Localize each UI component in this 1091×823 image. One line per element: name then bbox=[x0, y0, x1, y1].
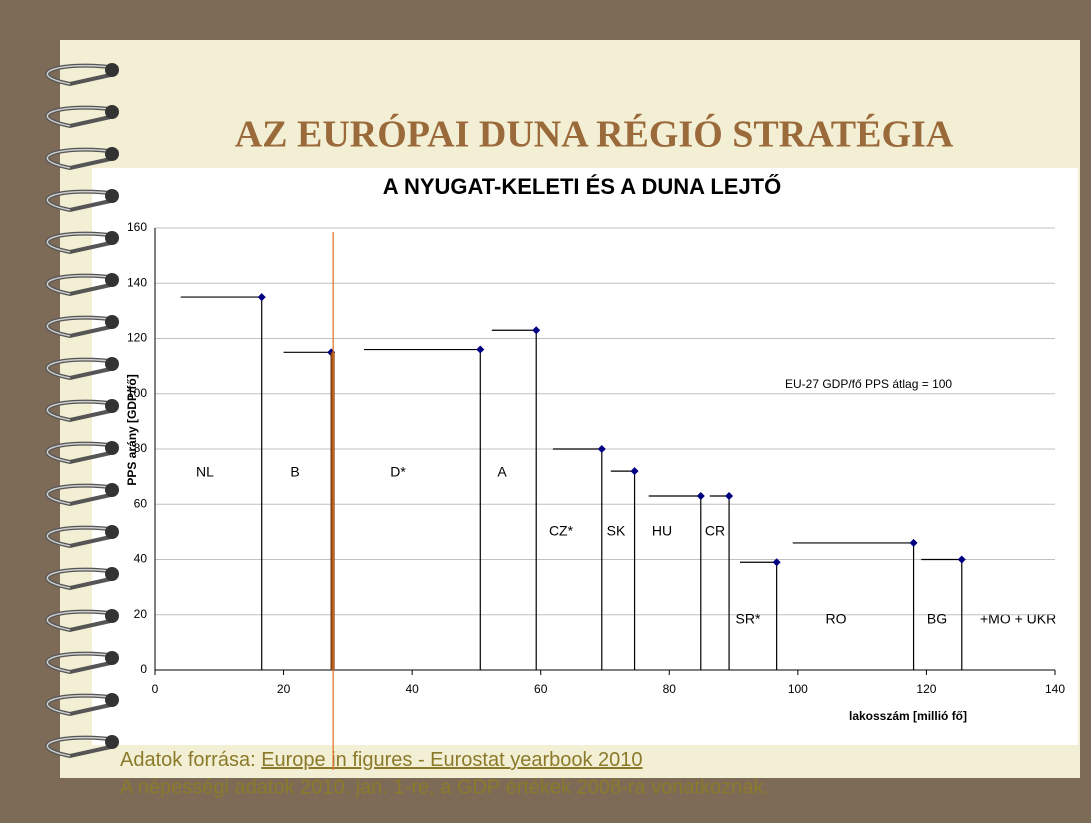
chart-panel bbox=[92, 168, 1078, 745]
region-label: NL bbox=[196, 464, 214, 480]
spiral-hole bbox=[105, 63, 119, 77]
y-tick-label: 100 bbox=[127, 386, 147, 400]
spiral-hole bbox=[105, 525, 119, 539]
region-label: +MO + UKR bbox=[980, 611, 1056, 627]
x-tick-label: 20 bbox=[277, 682, 291, 696]
spiral-hole bbox=[105, 189, 119, 203]
region-label: SK bbox=[607, 523, 626, 539]
y-tick-label: 20 bbox=[134, 607, 148, 621]
x-tick-label: 0 bbox=[152, 682, 159, 696]
spiral-hole bbox=[105, 567, 119, 581]
chart-title: A NYUGAT-KELETI ÉS A DUNA LEJTŐ bbox=[383, 174, 781, 199]
spiral-hole bbox=[105, 315, 119, 329]
y-tick-label: 120 bbox=[127, 331, 147, 345]
x-tick-label: 140 bbox=[1045, 682, 1065, 696]
region-label: A bbox=[497, 464, 507, 480]
source-prefix: Adatok forrása: bbox=[120, 749, 261, 771]
region-label: RO bbox=[826, 611, 847, 627]
spiral-hole bbox=[105, 231, 119, 245]
x-tick-label: 60 bbox=[534, 682, 548, 696]
spiral-hole bbox=[105, 609, 119, 623]
spiral-hole bbox=[105, 693, 119, 707]
spiral-hole bbox=[105, 735, 119, 749]
spiral-hole bbox=[105, 357, 119, 371]
x-tick-label: 40 bbox=[405, 682, 419, 696]
spiral-hole bbox=[105, 147, 119, 161]
y-tick-label: 140 bbox=[127, 275, 147, 289]
annotation: EU-27 GDP/fő PPS átlag = 100 bbox=[785, 377, 952, 391]
page: {"slide_title": "AZ EURÓPAI DUNA RÉGIÓ S… bbox=[0, 0, 1091, 823]
region-label: CR bbox=[705, 523, 725, 539]
region-label: SR* bbox=[736, 611, 761, 627]
y-tick-label: 80 bbox=[134, 441, 148, 455]
x-axis-label: lakosszám [millió fő] bbox=[849, 709, 967, 723]
spiral-hole bbox=[105, 399, 119, 413]
footer-source: Adatok forrása: Europe in figures - Euro… bbox=[120, 749, 643, 771]
y-tick-label: 160 bbox=[127, 220, 147, 234]
region-label: CZ* bbox=[549, 523, 574, 539]
region-label: D* bbox=[390, 464, 406, 480]
y-tick-label: 60 bbox=[134, 496, 148, 510]
spiral-hole bbox=[105, 441, 119, 455]
source-link[interactable]: Europe in figures - Eurostat yearbook 20… bbox=[261, 749, 642, 771]
x-tick-label: 80 bbox=[663, 682, 677, 696]
spiral-hole bbox=[105, 273, 119, 287]
spiral-hole bbox=[105, 105, 119, 119]
y-tick-label: 40 bbox=[134, 552, 148, 566]
region-label: HU bbox=[652, 523, 672, 539]
slide-title: AZ EURÓPAI DUNA RÉGIÓ STRATÉGIA bbox=[235, 114, 954, 156]
spiral-hole bbox=[105, 483, 119, 497]
y-tick-label: 0 bbox=[140, 662, 147, 676]
x-tick-label: 100 bbox=[788, 682, 808, 696]
spiral-hole bbox=[105, 651, 119, 665]
region-label: B bbox=[290, 464, 299, 480]
region-label: BG bbox=[927, 611, 947, 627]
footer-note: A népességi adatok 2010. jan. 1-re, a GD… bbox=[120, 776, 769, 798]
x-tick-label: 120 bbox=[916, 682, 936, 696]
slide: AZ EURÓPAI DUNA RÉGIÓ STRATÉGIA A NYUGAT… bbox=[0, 0, 1091, 823]
